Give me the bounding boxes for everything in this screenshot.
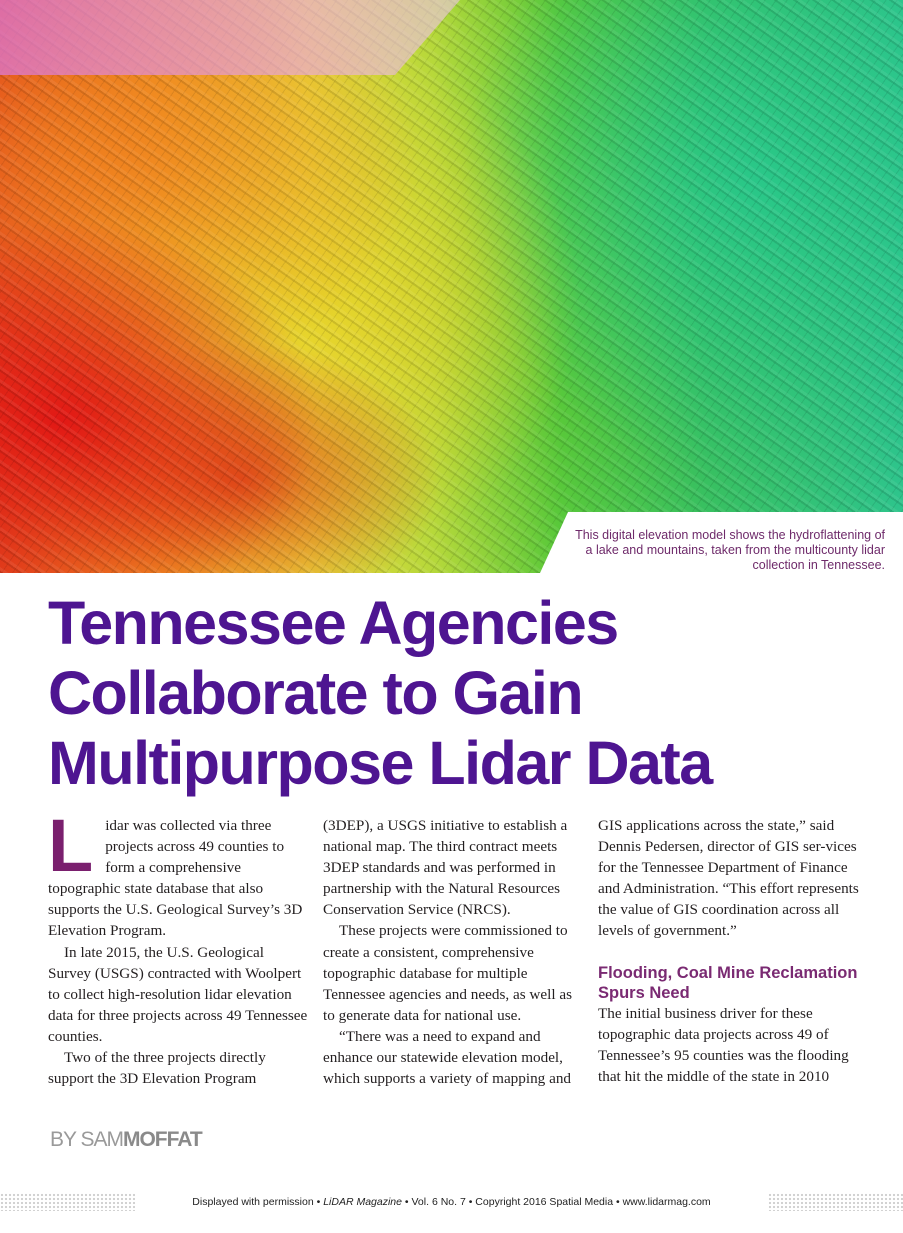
subheading: Flooding, Coal Mine Reclamation Spurs Ne… xyxy=(598,963,858,1002)
paragraph: Two of the three projects directly suppo… xyxy=(48,1049,266,1088)
elevation-model-image: This digital elevation model shows the h… xyxy=(0,0,903,573)
image-caption: This digital elevation model shows the h… xyxy=(575,528,885,572)
paragraph: In late 2015, the U.S. Geological Survey… xyxy=(48,943,308,1045)
paragraph: GIS applications across the state,” said… xyxy=(598,817,859,940)
footer-dots-left xyxy=(0,1193,135,1211)
terrain-shading xyxy=(0,0,903,573)
paragraph: (3DEP), a USGS initiative to establish a… xyxy=(323,817,568,919)
paragraph: These projects were commissioned to crea… xyxy=(323,922,573,1024)
article-title: Tennessee Agencies Collaborate to Gain M… xyxy=(48,588,713,798)
magazine-name: LiDAR Magazine xyxy=(323,1196,402,1208)
author-name: MOFFAT xyxy=(122,1128,203,1151)
text-column-3: GIS applications across the state,” said… xyxy=(598,815,860,1087)
decorative-band xyxy=(0,0,460,75)
footer: Displayed with permission • LiDAR Magazi… xyxy=(0,1196,903,1208)
byline-prefix: BY SAM xyxy=(50,1128,124,1151)
drop-cap: L xyxy=(48,804,94,887)
byline: BY SAMMOFFAT xyxy=(50,1128,203,1152)
caption-panel xyxy=(540,512,903,573)
title-line: Multipurpose Lidar Data xyxy=(48,729,713,797)
title-line: Collaborate to Gain xyxy=(48,659,584,727)
title-line: Tennessee Agencies xyxy=(48,589,619,657)
paragraph-text: idar was collected via three projects ac… xyxy=(48,817,303,940)
text-column-2: (3DEP), a USGS initiative to establish a… xyxy=(323,815,585,1089)
paragraph: The initial business driver for these to… xyxy=(598,1004,849,1085)
footer-suffix: • Vol. 6 No. 7 • Copyright 2016 Spatial … xyxy=(402,1196,711,1208)
footer-dots-right xyxy=(768,1193,903,1211)
paragraph: “There was a need to expand and enhance … xyxy=(323,1027,572,1088)
footer-prefix: Displayed with permission • xyxy=(192,1196,324,1208)
